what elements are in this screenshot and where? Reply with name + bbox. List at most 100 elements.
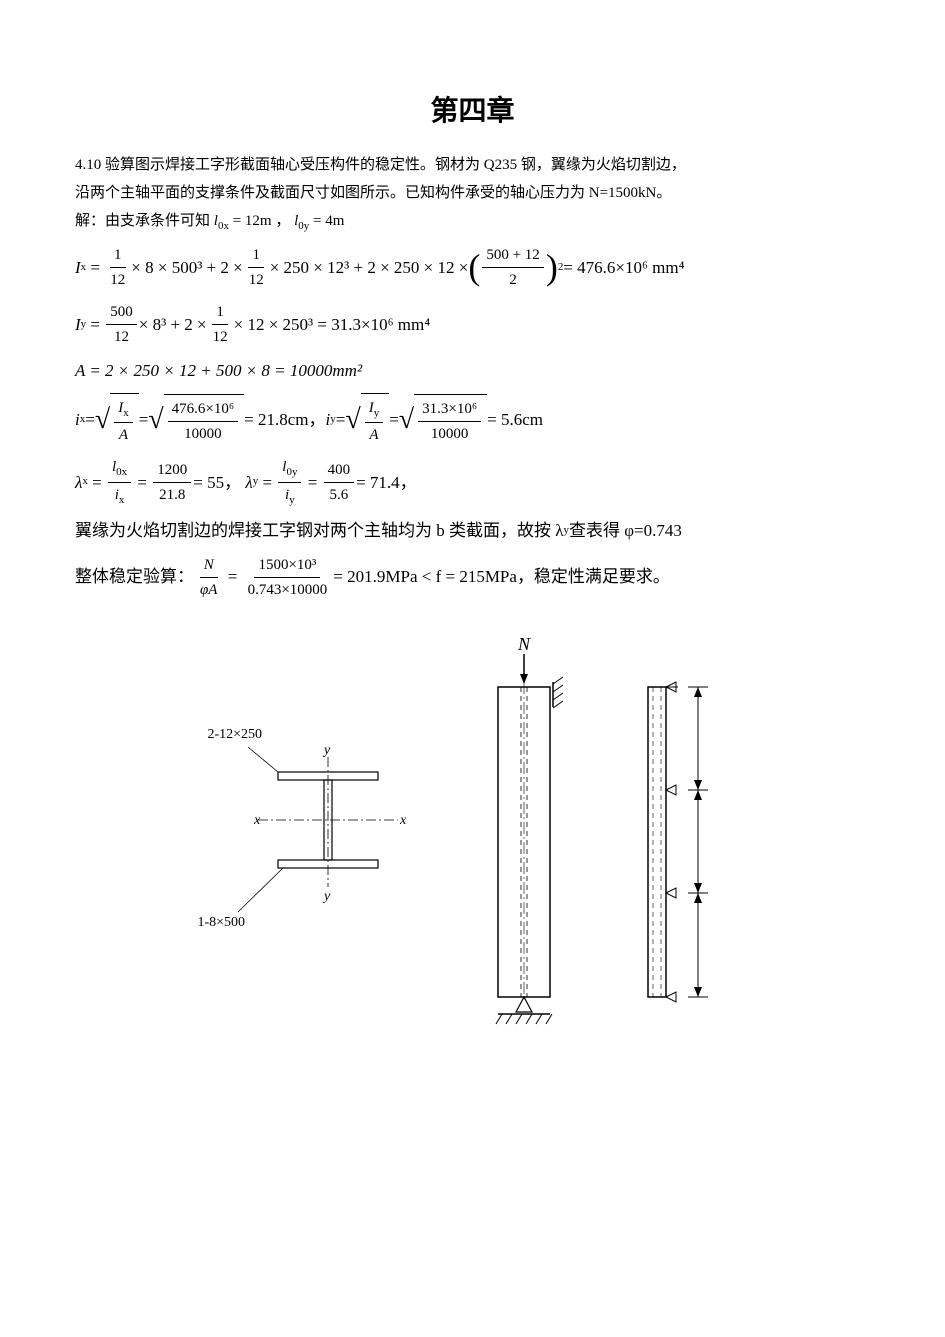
l0x-sub: 0x — [218, 220, 229, 232]
Ix-frac1-den: 12 — [106, 268, 129, 292]
iy-sqrt1-sub: y — [374, 407, 380, 419]
stability-den1: φA — [196, 578, 221, 602]
sqrt-content-4: 31.3×10⁶ 10000 — [414, 394, 487, 446]
ix-sqrt1-sub: x — [123, 407, 129, 419]
lambday-num: 400 — [324, 458, 355, 483]
ix-eq1: = — [85, 406, 95, 433]
stability-frac1: N φA — [196, 553, 221, 602]
l0y-frac-sub: 0y — [286, 466, 297, 478]
lambdax-eq1: = — [88, 469, 106, 496]
Iy-frac2-den: 12 — [209, 325, 232, 349]
eq-sign2: = — [86, 311, 104, 338]
column-side-view — [638, 632, 718, 1032]
lambday-eq1: = — [258, 469, 276, 496]
ix-sqrt2-num: 476.6×10⁶ — [168, 397, 238, 422]
eq-Ix: Ix = 1 12 × 8 × 500³ + 2 × 1 12 × 250 × … — [75, 243, 870, 292]
comma4: ， — [400, 469, 417, 496]
Ix-mid2: × 250 × 12³ + 2 × 250 × 12 × — [270, 254, 469, 281]
lparen: ( — [468, 253, 480, 282]
svg-text:y: y — [322, 743, 331, 758]
ix-sqrt1-den: A — [115, 423, 132, 447]
sqrt-content-1: Ix A — [110, 393, 139, 448]
lambday-den: 5.6 — [325, 483, 352, 507]
eq-sign1: = — [86, 254, 104, 281]
cross-section-svg: x x y y — [228, 712, 428, 952]
web-label: 1-8×500 — [198, 912, 246, 934]
Iy-frac2-num: 1 — [212, 300, 228, 325]
Ix-paren-den: 2 — [505, 268, 521, 292]
lambday-sym: λ — [245, 469, 252, 496]
comma3: ， — [224, 469, 245, 496]
comma1: ， — [275, 213, 290, 229]
iy-sqrt1: √ Iy A — [345, 393, 389, 448]
eq-lambda: λx = l0x ix = 1200 21.8 = 55 ， λy = l0y … — [75, 455, 870, 509]
ix-sqrt2-den: 10000 — [180, 422, 226, 446]
Iy-frac2: 1 12 — [209, 300, 232, 349]
l0y-val: = 4m — [313, 213, 344, 229]
eq-A: A = 2 × 250 × 12 + 500 × 8 = 10000mm² — [75, 357, 870, 384]
Ix-frac2-num: 1 — [248, 243, 264, 268]
flange-label: 2-12×250 — [208, 724, 263, 746]
stability-result: = 201.9MPa < f = 215MPa — [333, 563, 517, 590]
iy-frac-sub: y — [289, 494, 295, 506]
ix-result: = 21.8cm — [244, 406, 308, 433]
equation-block: Ix = 1 12 × 8 × 500³ + 2 × 1 12 × 250 × … — [75, 243, 870, 601]
lambdax-result: = 55 — [193, 469, 224, 496]
Ix-paren-num: 500 + 12 — [482, 243, 543, 268]
solution-intro: 解：由支承条件可知 — [75, 213, 210, 229]
problem-statement-1: 4.10 验算图示焊接工字形截面轴心受压构件的稳定性。钢材为 Q235 钢，翼缘… — [75, 153, 870, 177]
Iy-frac1-num: 500 — [106, 300, 137, 325]
Ix-frac1-num: 1 — [110, 243, 126, 268]
iy-sqrt2-den: 10000 — [427, 422, 473, 446]
lambday-eq2: = — [303, 469, 321, 496]
iy-sqrt1-den: A — [365, 423, 382, 447]
ix-sqrt1: √ Ix A — [95, 393, 139, 448]
column-side-svg — [638, 632, 738, 1032]
lambdax-den: 21.8 — [155, 483, 189, 507]
stability-num1: N — [200, 553, 218, 578]
figure-area: x x y y 2-12×250 1-8×500 N — [75, 632, 870, 1032]
sqrt-sign-4: √ — [399, 406, 414, 434]
sqrt-sign-2: √ — [148, 406, 163, 434]
section-text1: 翼缘为火焰切割边的焊接工字钢对两个主轴均为 b 类截面，故按 λ — [75, 517, 564, 544]
Iy-mid1: × 8³ + 2 × — [139, 311, 207, 338]
Iy-mid2: × 12 × 250³ = 31.3×10⁶ mm⁴ — [234, 311, 431, 338]
sqrt-sign-3: √ — [345, 406, 360, 434]
svg-text:N: N — [517, 634, 531, 654]
Ix-frac2: 1 12 — [245, 243, 268, 292]
stability-text1: 整体稳定验算： — [75, 563, 194, 590]
stability-row: 整体稳定验算： N φA = 1500×10³ 0.743×10000 = 20… — [75, 553, 870, 602]
eq-ix-iy: ix = √ Ix A = √ 476.6×10⁶ 10000 = 21.8cm… — [75, 393, 870, 448]
eq-Iy: Iy = 500 12 × 8³ + 2 × 1 12 × 12 × 250³ … — [75, 300, 870, 349]
problem-line1: 验算图示焊接工字形截面轴心受压构件的稳定性。钢材为 Q235 钢，翼缘为火焰切割… — [105, 157, 686, 173]
ix-sqrt2: √ 476.6×10⁶ 10000 — [148, 394, 244, 446]
Ix-paren-frac: 500 + 12 2 — [482, 243, 543, 292]
lambdax-eq2: = — [133, 469, 151, 496]
stability-conclusion: ，稳定性满足要求。 — [517, 563, 670, 590]
rparen: ) — [546, 253, 558, 282]
column-front-view: N — [468, 632, 588, 1032]
sqrt-sign-1: √ — [95, 406, 110, 434]
sqrt-content-3: Iy A — [361, 393, 390, 448]
iy-sqrt2-num: 31.3×10⁶ — [418, 397, 481, 422]
ix-eq2: = — [139, 406, 149, 433]
Iy-frac1: 500 12 — [106, 300, 137, 349]
problem-number: 4.10 — [75, 157, 101, 173]
Ix-result: = 476.6×10⁶ mm⁴ — [563, 254, 684, 281]
iy-result: = 5.6cm — [487, 406, 543, 433]
lambdax-frac1: l0x ix — [108, 455, 131, 509]
l0x-frac-sub: 0x — [116, 466, 127, 478]
Ix-frac1: 1 12 — [106, 243, 129, 292]
section-text2: 查表得 φ=0.743 — [569, 517, 682, 544]
l0y-sub: 0y — [298, 220, 309, 232]
comma2: ， — [308, 406, 325, 433]
cross-section-diagram: x x y y 2-12×250 1-8×500 — [228, 712, 428, 952]
problem-statement-2: 沿两个主轴平面的支撑条件及截面尺寸如图所示。已知构件承受的轴心压力为 N=150… — [75, 181, 870, 205]
section-type-row: 翼缘为火焰切割边的焊接工字钢对两个主轴均为 b 类截面，故按 λy 查表得 φ=… — [75, 517, 870, 544]
lambdax-num: 1200 — [153, 458, 191, 483]
l0x-val: = 12m — [233, 213, 272, 229]
lambday-result: = 71.4 — [356, 469, 400, 496]
stability-den2: 0.743×10000 — [244, 578, 332, 602]
iy-eq2: = — [389, 406, 399, 433]
Iy-frac1-den: 12 — [110, 325, 133, 349]
